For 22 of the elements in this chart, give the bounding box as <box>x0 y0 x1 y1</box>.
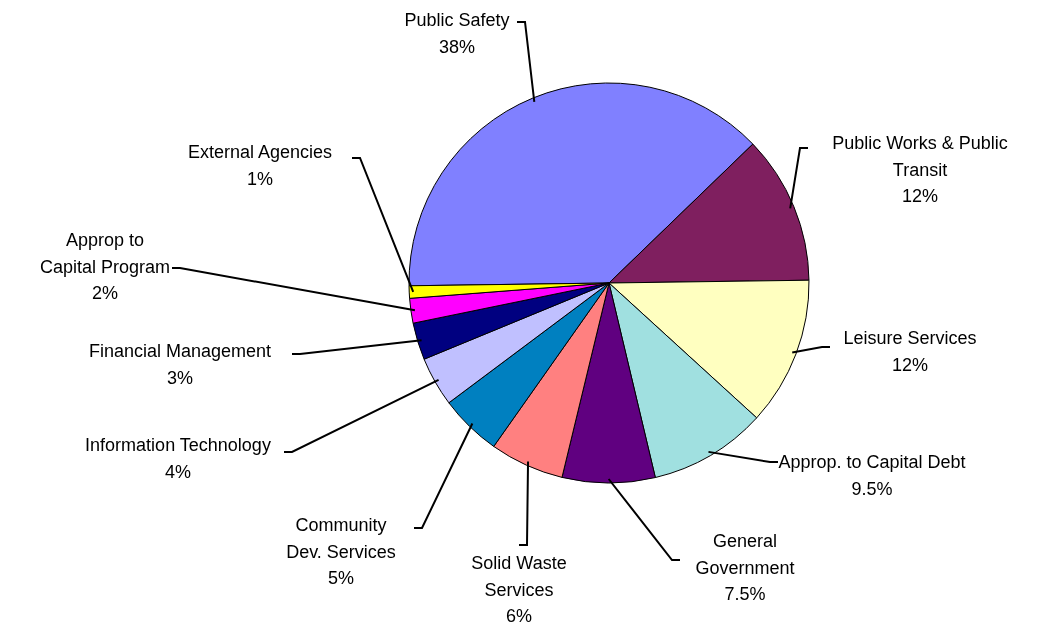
slice-label: Public Works & Public Transit <box>832 133 1008 180</box>
slice-label: Public Safety <box>404 10 510 30</box>
data-label: 3% <box>166 367 194 388</box>
slice-label: Information Technology <box>85 435 271 455</box>
slice-label: Leisure Services <box>843 328 977 348</box>
data-label: 5% <box>327 568 355 588</box>
data-label: 1% <box>246 168 274 189</box>
data-label: 12% <box>891 354 929 375</box>
slice-label: External Agencies <box>187 142 333 162</box>
slice-label: Solid Waste Services <box>471 553 567 600</box>
data-label: 6% <box>505 606 533 626</box>
slice-label: Community Dev. Services <box>286 515 396 562</box>
slice-label: Approp to Capital Program <box>39 230 171 277</box>
data-label: 2% <box>91 283 119 303</box>
slice-label: Approp. to Capital Debt <box>778 452 966 472</box>
data-label: 7.5% <box>724 584 766 604</box>
slice-label: General Government <box>695 531 795 578</box>
data-label: 9.5% <box>851 478 893 499</box>
data-label: 4% <box>164 461 192 482</box>
slice-label: Financial Management <box>88 341 272 361</box>
data-label: 12% <box>901 186 939 206</box>
data-label: 38% <box>438 36 476 57</box>
